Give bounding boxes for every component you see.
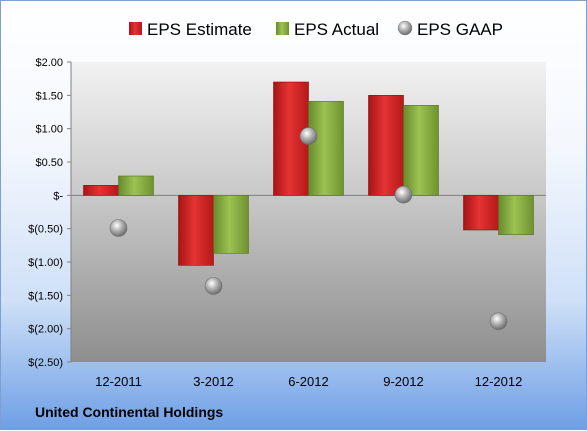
x-axis-labels: 12-2011 3-2012 6-2012 9-2012 12-2012 [95,374,522,389]
marker-gaap-9-2012 [394,185,413,204]
y-tick-label: $(1.50) [28,290,63,302]
legend-item-estimate: EPS Estimate [129,20,252,39]
bar-actual-6-2012 [308,101,344,196]
x-category-label: 12-2012 [475,374,523,389]
y-tick-label: $2.00 [35,57,63,69]
x-category-label: 12-2011 [95,374,142,389]
x-category-label: 6-2012 [288,374,328,389]
y-tick-label: $1.00 [35,124,63,136]
bars-group [83,81,534,266]
marker-gaap-3-2012 [204,277,223,295]
bar-actual-12-2012 [498,195,534,235]
company-name: United Continental Holdings [35,404,223,420]
bar-estimate-12-2011 [83,185,119,196]
legend: EPS Estimate EPS Actual EPS GAAP [129,20,503,39]
bar-actual-12-2011 [118,175,154,196]
legend-item-gaap: EPS GAAP [397,20,503,39]
y-tick-label: $(1.00) [28,257,63,269]
marker-gaap-12-2011 [109,219,128,237]
y-tick-label: $1.50 [35,90,63,102]
marker-gaap-12-2012 [489,312,508,331]
bar-actual-3-2012 [213,195,249,254]
y-tick-label: $(0.50) [28,224,63,236]
legend-marker-gaap [397,20,413,36]
gaap-markers-group [109,127,508,331]
legend-swatch-estimate [129,22,142,35]
x-category-label: 3-2012 [193,374,233,389]
legend-label-actual: EPS Actual [294,20,379,39]
legend-swatch-actual [276,22,289,35]
legend-item-actual: EPS Actual [276,20,379,39]
x-category-label: 9-2012 [383,374,423,389]
bar-estimate-12-2012 [463,195,499,231]
legend-label-estimate: EPS Estimate [147,20,252,39]
y-tick-label: $- [53,190,63,202]
y-tick-label: $(2.00) [28,324,63,336]
y-tick-label: $(2.50) [28,357,63,369]
bar-estimate-3-2012 [178,195,214,266]
marker-gaap-6-2012 [299,127,318,145]
bar-estimate-9-2012 [368,95,404,196]
bar-actual-9-2012 [403,105,439,196]
y-tick-label: $0.50 [35,157,63,169]
legend-label-gaap: EPS GAAP [417,20,503,39]
y-axis-ticks: $2.00 $1.50 $1.00 $0.50 $- $(0.50) $(1.00) $(1.… [28,57,71,369]
